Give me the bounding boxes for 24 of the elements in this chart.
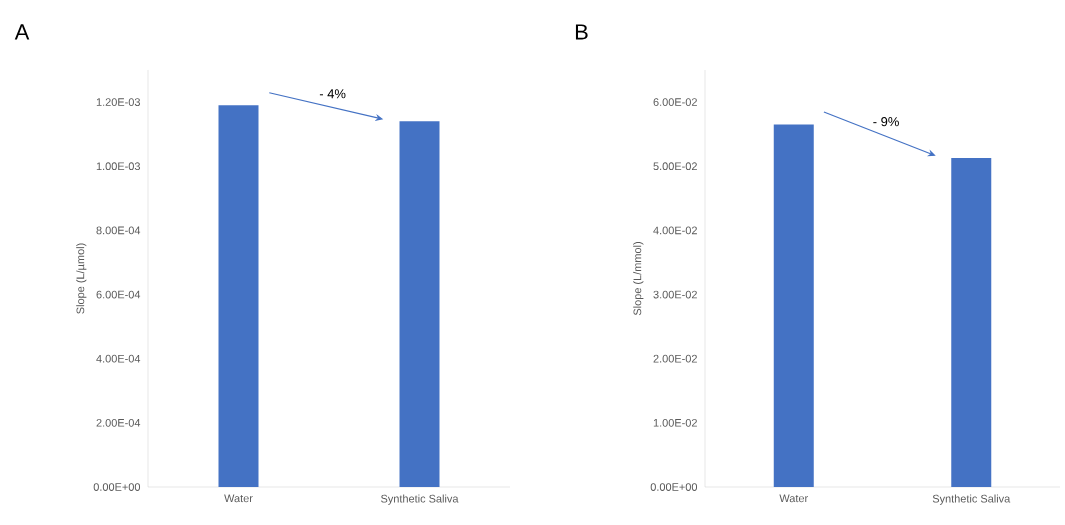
y-tick-label: 6.00E-04 [96, 290, 141, 299]
y-tick-label: 1.00E-03 [96, 162, 140, 171]
x-tick-label: Synthetic Saliva [381, 494, 459, 505]
x-tick-label: Synthetic Saliva [932, 494, 1011, 505]
x-tick-label: Water [779, 494, 808, 503]
chart-title: B [575, 24, 588, 40]
y-tick-label: 8.00E-04 [96, 226, 141, 235]
y-tick-label: 6.00E-02 [653, 98, 697, 106]
chart-title: A [14, 24, 30, 40]
y-tick-label: 4.00E-02 [653, 226, 697, 235]
y-tick-label: 1.00E-02 [653, 418, 697, 427]
y-tick-label: 3.00E-02 [653, 290, 697, 299]
y-tick-label: 4.00E-04 [96, 354, 141, 363]
y-tick-label: 2.00E-02 [653, 354, 697, 363]
y-tick-label: 0.00E+00 [650, 483, 698, 491]
y-tick-label: 2.00E-04 [96, 418, 141, 427]
y-tick-label: 5.00E-02 [653, 162, 697, 171]
y-axis-title: Slope (L/mmol) [633, 242, 644, 316]
y-tick-label: 0.00E+00 [93, 483, 141, 491]
annotation: - 4% [319, 89, 346, 99]
x-tick-label: Water [224, 494, 253, 503]
y-tick-label: 1.20E-03 [96, 98, 140, 106]
annotation: - 9% [873, 117, 899, 127]
y-axis-title: Slope (L/µmol) [76, 243, 87, 314]
